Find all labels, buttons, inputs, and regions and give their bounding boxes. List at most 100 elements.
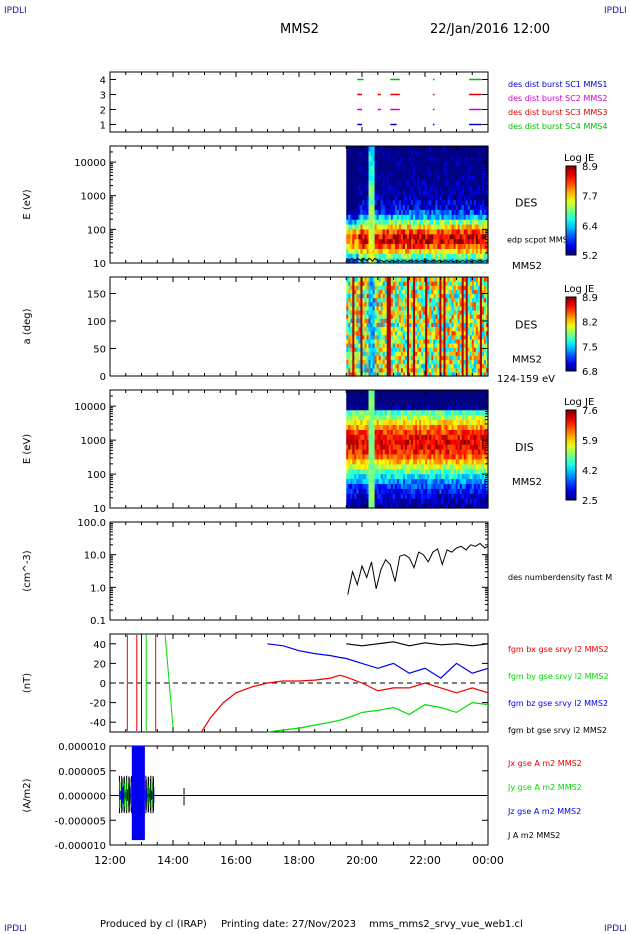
spectrogram-cell bbox=[419, 493, 422, 499]
spectrogram-cell bbox=[368, 367, 372, 373]
spectrogram-cell bbox=[455, 194, 459, 201]
spectrogram-cell bbox=[419, 281, 422, 286]
spectrogram-cell bbox=[441, 473, 445, 480]
spectrogram-cell bbox=[386, 439, 390, 445]
spectrogram-cell bbox=[411, 434, 414, 440]
spectrogram-cell bbox=[358, 318, 362, 323]
spectrogram-cell bbox=[473, 293, 477, 299]
spectrogram-cell bbox=[423, 478, 426, 485]
spectrogram-cell bbox=[417, 219, 420, 225]
spectrogram-cell bbox=[366, 310, 370, 315]
spectrogram-cell bbox=[459, 175, 463, 181]
spectrogram-cell bbox=[354, 338, 357, 344]
spectrogram-cell bbox=[360, 238, 364, 245]
spectrogram-cell bbox=[457, 170, 461, 176]
spectrogram-cell bbox=[479, 338, 483, 344]
spectrogram-cell bbox=[415, 453, 418, 460]
spectrogram-cell bbox=[411, 175, 414, 181]
spectrogram-cell bbox=[402, 277, 406, 282]
spectrogram-cell bbox=[352, 463, 355, 470]
spectrogram-cell bbox=[423, 233, 426, 240]
spectrogram-cell bbox=[362, 488, 366, 494]
spectrogram-cell bbox=[453, 285, 457, 290]
spectrogram-cell bbox=[419, 301, 422, 307]
spectrogram-cell bbox=[439, 363, 443, 369]
spectrogram-cell bbox=[352, 281, 355, 286]
spectrogram-cell bbox=[481, 326, 485, 332]
spectrogram-cell bbox=[475, 253, 479, 259]
spectrogram-cell bbox=[346, 424, 349, 430]
spectrogram-cell bbox=[388, 347, 392, 352]
spectrogram-cell bbox=[352, 301, 355, 307]
spectrogram-cell bbox=[372, 498, 376, 504]
spectrogram-cell bbox=[364, 473, 368, 480]
spectrogram-cell bbox=[437, 305, 440, 311]
spectrogram-cell bbox=[348, 424, 351, 430]
spectrogram-cell bbox=[388, 483, 392, 489]
spectrogram-cell bbox=[350, 414, 353, 421]
spectrogram-cell bbox=[407, 334, 410, 340]
spectrogram-cell bbox=[360, 404, 364, 411]
spectrogram-cell bbox=[398, 409, 402, 416]
spectrogram-cell bbox=[394, 409, 398, 416]
spectrogram-cell bbox=[427, 150, 430, 157]
spectrogram-cell bbox=[360, 453, 364, 460]
spectrogram-cell bbox=[384, 224, 388, 230]
spectrogram-column bbox=[479, 277, 483, 377]
spectrogram-cell bbox=[390, 409, 394, 416]
spectrogram-cell bbox=[386, 363, 390, 369]
spectrogram-cell bbox=[392, 224, 396, 230]
spectrogram-cell bbox=[411, 367, 414, 373]
spectrogram-cell bbox=[366, 238, 370, 245]
spectrogram-cell bbox=[429, 326, 432, 332]
spectrogram-cell bbox=[346, 209, 349, 215]
spectrogram-cell bbox=[447, 334, 451, 340]
spectrogram-cell bbox=[360, 478, 364, 485]
spectrogram-cell bbox=[396, 363, 400, 369]
spectrogram-column bbox=[352, 277, 355, 377]
spectrogram-cell bbox=[368, 434, 372, 440]
spectrogram-cell bbox=[372, 355, 376, 361]
spectrogram-cell bbox=[419, 338, 422, 344]
spectrogram-column bbox=[392, 146, 396, 264]
spectrogram-column bbox=[423, 390, 426, 509]
spectrogram-cell bbox=[415, 253, 418, 259]
spectrogram-cell bbox=[388, 414, 392, 421]
spectrogram-cell bbox=[376, 343, 380, 348]
spectrogram-cell bbox=[346, 318, 349, 323]
spectrogram-cell bbox=[449, 334, 453, 340]
spectrogram-cell bbox=[483, 189, 487, 196]
spectrogram-cell bbox=[368, 224, 372, 230]
spectrogram-cell bbox=[429, 194, 432, 201]
spectrogram-cell bbox=[419, 189, 422, 196]
spectrogram-cell bbox=[392, 468, 396, 475]
spectrogram-cell bbox=[352, 253, 355, 259]
spectrogram-cell bbox=[388, 409, 392, 416]
spectrogram-cell bbox=[400, 238, 404, 245]
spectrogram-cell bbox=[378, 146, 382, 152]
spectrogram-cell bbox=[431, 199, 434, 206]
spectrogram-cell bbox=[392, 355, 396, 361]
spectrogram-cell bbox=[400, 326, 404, 332]
spectrogram-cell bbox=[346, 493, 349, 499]
spectrogram-cell bbox=[435, 209, 438, 215]
spectrogram-cell bbox=[433, 419, 436, 426]
spectrogram-cell bbox=[386, 371, 390, 377]
spectrogram-cell bbox=[455, 363, 459, 369]
spectrogram-cell bbox=[358, 150, 362, 157]
spectrogram-cell bbox=[433, 253, 436, 259]
spectrogram-cell bbox=[404, 150, 408, 157]
spectrogram-cell bbox=[463, 214, 467, 220]
spectrogram-cell bbox=[441, 367, 445, 373]
spectrogram-cell bbox=[402, 478, 406, 485]
spectrogram-cell bbox=[374, 330, 378, 336]
spectrogram-cell bbox=[435, 488, 438, 494]
spectrogram-cell bbox=[471, 146, 475, 152]
spectrogram-cell bbox=[384, 146, 388, 152]
spectrogram-cell bbox=[421, 363, 424, 369]
spectrogram-cell bbox=[419, 243, 422, 249]
spectrogram-cell bbox=[471, 214, 475, 220]
spectrogram-cell bbox=[378, 444, 382, 450]
spectrogram-cell bbox=[378, 493, 382, 499]
spectrogram-cell bbox=[390, 371, 394, 377]
